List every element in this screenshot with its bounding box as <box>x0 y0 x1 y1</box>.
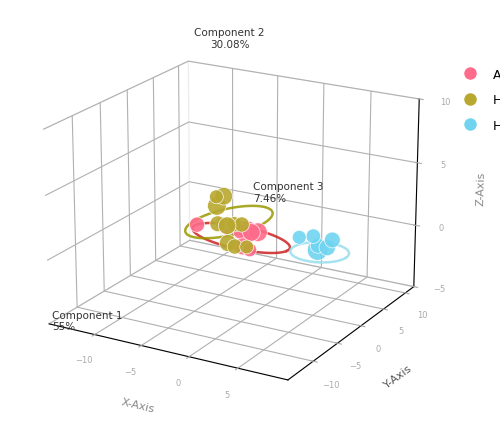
Legend: ASP, HAM, HC: ASP, HAM, HC <box>452 64 500 138</box>
Text: Component 2
30.08%: Component 2 30.08% <box>194 28 264 49</box>
X-axis label: X-Axis: X-Axis <box>120 396 156 414</box>
Y-axis label: Y-Axis: Y-Axis <box>382 362 414 390</box>
